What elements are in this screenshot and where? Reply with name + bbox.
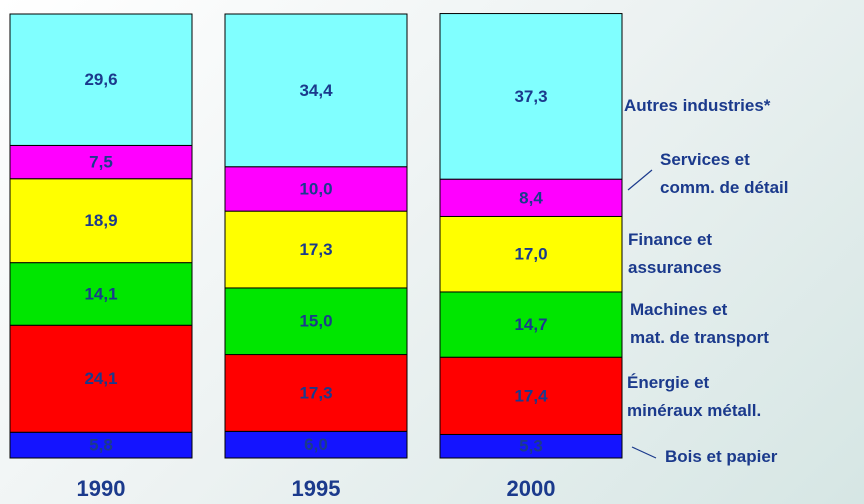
legend-label: Autres industries* bbox=[624, 96, 771, 115]
bar-segment bbox=[9, 324, 193, 433]
bar-segment bbox=[439, 13, 623, 180]
bar-segment bbox=[224, 287, 408, 356]
value-label: 17,3 bbox=[299, 383, 332, 402]
value-label: 5,8 bbox=[89, 436, 113, 455]
x-tick-label: 1990 bbox=[77, 476, 126, 501]
value-label: 29,6 bbox=[84, 70, 117, 89]
bar-segment bbox=[9, 144, 193, 180]
value-label: 6,0 bbox=[304, 435, 328, 454]
value-label: 17,4 bbox=[514, 386, 548, 405]
value-label: 7,5 bbox=[89, 153, 113, 172]
value-label: 8,4 bbox=[519, 188, 543, 207]
value-label: 14,7 bbox=[514, 315, 547, 334]
bar-segment bbox=[9, 178, 193, 264]
bar-segment bbox=[439, 356, 623, 435]
legend-label: Services et comm. de détail bbox=[660, 150, 789, 197]
value-label: 18,9 bbox=[84, 211, 117, 230]
value-label: 5,3 bbox=[519, 437, 543, 456]
legend-label: Énergie et minéraux métall. bbox=[627, 373, 762, 420]
bar-segment bbox=[439, 291, 623, 358]
x-tick-label: 1995 bbox=[292, 476, 341, 501]
bar-segment bbox=[224, 430, 408, 459]
connector bbox=[631, 446, 657, 459]
value-label: 14,1 bbox=[84, 284, 117, 303]
value-label: 24,1 bbox=[84, 369, 117, 388]
value-label: 17,0 bbox=[514, 245, 547, 264]
bar-segment bbox=[224, 210, 408, 289]
value-label: 15,0 bbox=[299, 312, 332, 331]
bar-segment bbox=[9, 431, 193, 459]
value-label: 34,4 bbox=[299, 81, 333, 100]
value-label: 17,3 bbox=[299, 240, 332, 259]
legend-label: Machines et mat. de transport bbox=[630, 300, 769, 347]
value-label: 37,3 bbox=[514, 87, 547, 106]
bar-segment bbox=[439, 215, 623, 293]
legend-label: Finance et assurances bbox=[628, 230, 722, 277]
bar-segment bbox=[439, 178, 623, 217]
connector bbox=[627, 169, 653, 191]
legend-label: Bois et papier bbox=[665, 447, 778, 466]
bar-segment bbox=[224, 13, 408, 168]
bar-segment bbox=[224, 354, 408, 432]
bar-segment bbox=[224, 166, 408, 212]
x-tick-label: 2000 bbox=[507, 476, 556, 501]
bar-segment bbox=[9, 13, 193, 146]
value-label: 10,0 bbox=[299, 179, 332, 198]
